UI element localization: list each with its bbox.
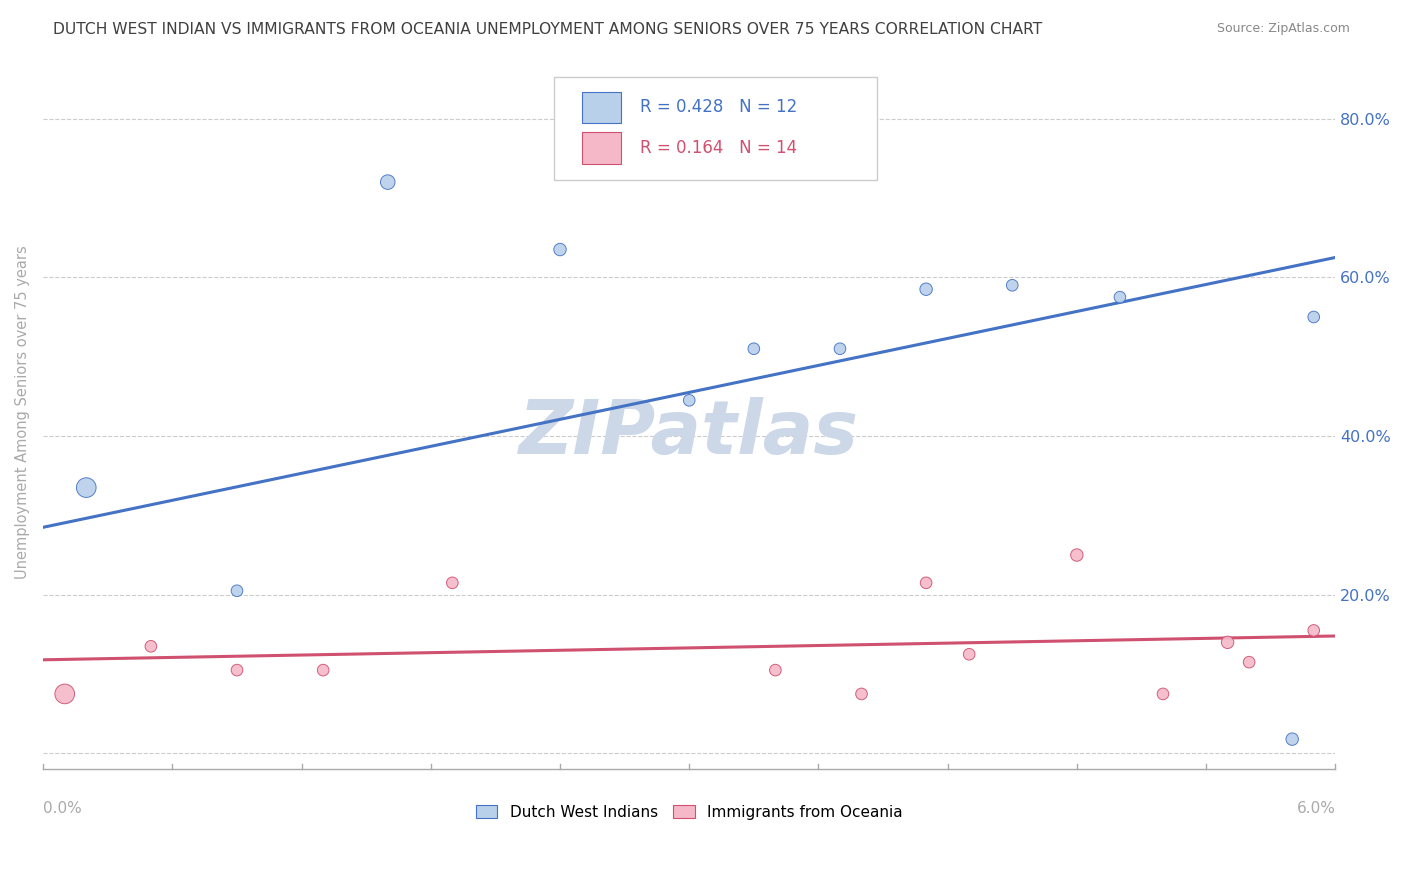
Point <box>1066 548 1088 562</box>
FancyBboxPatch shape <box>554 77 876 180</box>
Point <box>139 640 162 654</box>
Point <box>742 342 765 356</box>
Point <box>1001 278 1024 293</box>
Point <box>957 647 980 661</box>
Text: 6.0%: 6.0% <box>1296 801 1336 816</box>
Point <box>548 243 571 257</box>
Text: R = 0.428   N = 12: R = 0.428 N = 12 <box>640 98 797 116</box>
Point <box>763 663 786 677</box>
Point <box>53 687 76 701</box>
Point <box>1109 290 1132 304</box>
Text: Source: ZipAtlas.com: Source: ZipAtlas.com <box>1216 22 1350 36</box>
Point <box>1302 624 1324 638</box>
Point <box>828 342 851 356</box>
Legend: Dutch West Indians, Immigrants from Oceania: Dutch West Indians, Immigrants from Ocea… <box>470 798 908 826</box>
FancyBboxPatch shape <box>582 92 621 123</box>
Point <box>1281 732 1303 747</box>
Point <box>226 663 249 677</box>
Point <box>678 393 700 408</box>
Point <box>312 663 335 677</box>
Text: ZIPatlas: ZIPatlas <box>519 397 859 470</box>
Point <box>1237 655 1260 669</box>
Point <box>441 575 464 590</box>
Point <box>75 481 97 495</box>
Point <box>1302 310 1324 324</box>
Point <box>915 575 938 590</box>
Point <box>915 282 938 296</box>
Point <box>377 175 399 189</box>
Text: R = 0.164   N = 14: R = 0.164 N = 14 <box>640 139 797 157</box>
FancyBboxPatch shape <box>582 132 621 164</box>
Y-axis label: Unemployment Among Seniors over 75 years: Unemployment Among Seniors over 75 years <box>15 245 30 579</box>
Point <box>1152 687 1174 701</box>
Text: 0.0%: 0.0% <box>44 801 82 816</box>
Point <box>226 583 249 598</box>
Point <box>851 687 873 701</box>
Text: DUTCH WEST INDIAN VS IMMIGRANTS FROM OCEANIA UNEMPLOYMENT AMONG SENIORS OVER 75 : DUTCH WEST INDIAN VS IMMIGRANTS FROM OCE… <box>53 22 1043 37</box>
Point <box>1216 635 1239 649</box>
